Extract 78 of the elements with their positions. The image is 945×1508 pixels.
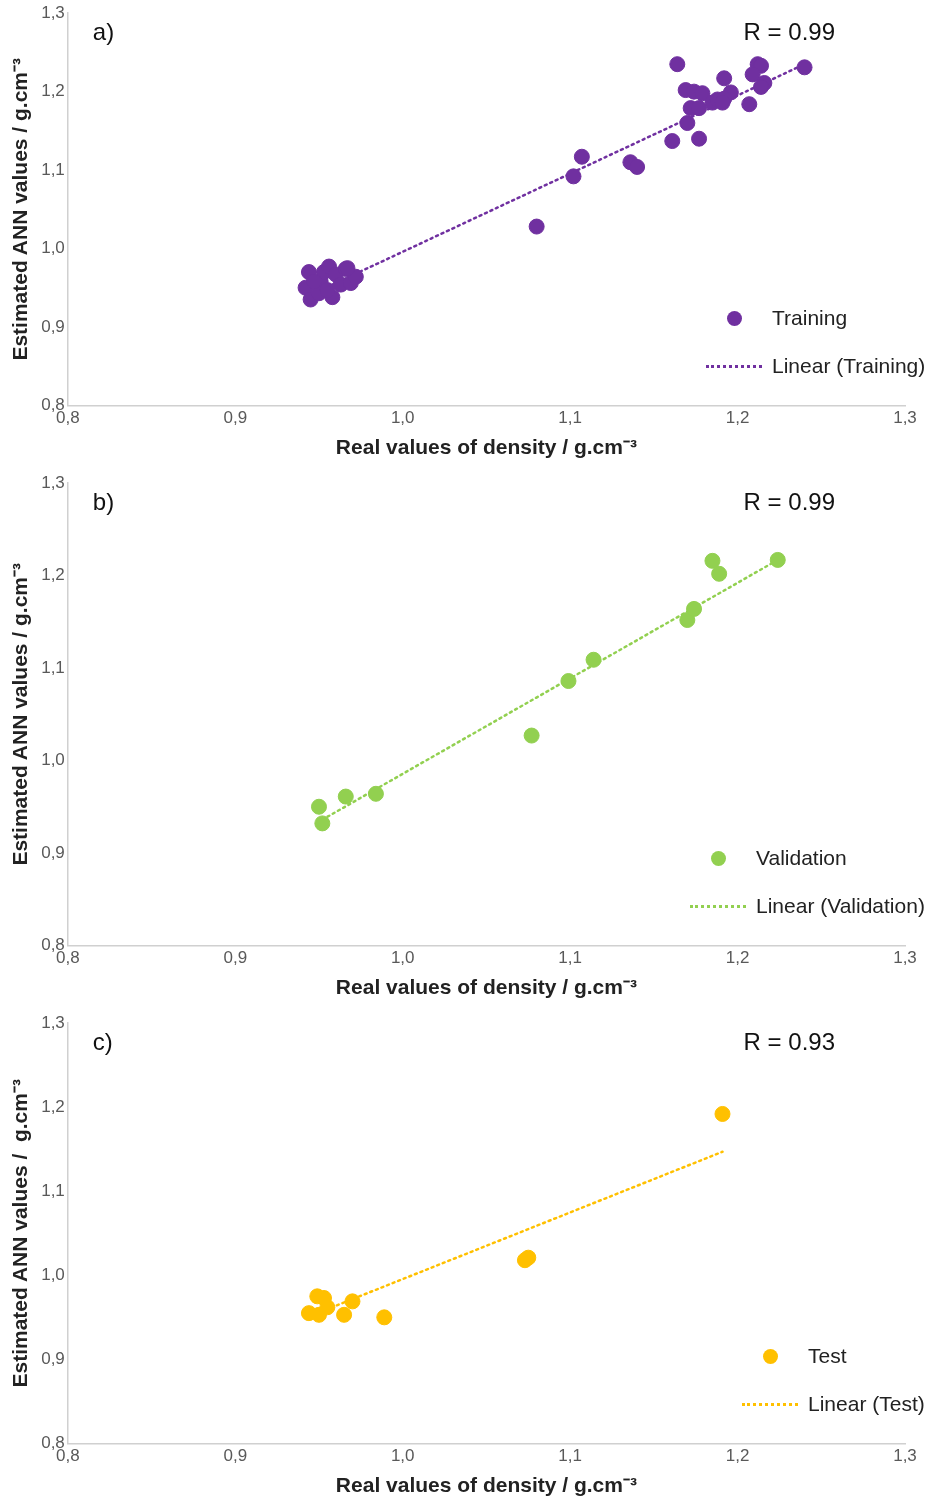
point — [565, 168, 582, 185]
y-tick-label: 1,1 — [41, 1180, 65, 1200]
point — [716, 70, 733, 87]
annotation: R = 0.99 — [743, 17, 835, 45]
x-axis-title: Real values of density / g.cm⁻³ — [335, 975, 637, 999]
y-tick-label: 1,0 — [41, 1265, 65, 1285]
point — [528, 218, 545, 235]
annotation: c) — [92, 1027, 113, 1055]
annotation: R = 0.93 — [743, 1027, 835, 1055]
point — [741, 96, 758, 113]
legend-label: Training — [772, 306, 848, 331]
legend-label: Linear (Training) — [772, 354, 926, 379]
x-axis-title: Real values of density / g.cm⁻³ — [335, 1473, 637, 1497]
x-tick-label: 1,2 — [725, 948, 750, 968]
legend-label: Linear (Test) — [808, 1392, 925, 1417]
y-axis-title: Estimated ANN values / g.cm⁻³ — [8, 562, 32, 866]
x-axis-title: Real values of density / g.cm⁻³ — [335, 435, 637, 459]
x-tick-label: 1,1 — [558, 1446, 582, 1466]
annotation: a) — [92, 17, 115, 45]
point — [669, 56, 686, 73]
x-tick-label: 1,1 — [558, 408, 582, 428]
point — [344, 1293, 361, 1310]
x-tick-label: 0,9 — [223, 948, 248, 968]
point — [376, 1309, 393, 1326]
point — [319, 1299, 336, 1316]
y-tick-label: 0,9 — [41, 316, 65, 336]
x-tick-label: 0,9 — [223, 1446, 248, 1466]
x-tick-label: 0,9 — [223, 408, 248, 428]
legend-label: Test — [808, 1344, 847, 1369]
x-tick-label: 1,1 — [558, 948, 582, 968]
point — [711, 565, 728, 582]
point — [679, 115, 696, 132]
point — [686, 600, 703, 617]
y-tick-label: 1,0 — [41, 750, 65, 770]
y-tick-label: 1,1 — [41, 159, 65, 179]
point — [691, 130, 708, 147]
x-tick-label: 1,3 — [893, 408, 917, 428]
y-tick-label: 1,1 — [41, 657, 65, 677]
point — [704, 552, 721, 569]
y-axis-title: Estimated ANN values / g.cm⁻³ — [8, 1079, 32, 1388]
point — [520, 1249, 537, 1266]
y-tick-label: 1,3 — [41, 2, 65, 22]
point — [573, 148, 590, 165]
y-tick-label: 1,0 — [41, 238, 65, 258]
y-tick-label: 1,2 — [41, 81, 65, 101]
point — [629, 158, 646, 175]
point — [796, 59, 813, 76]
y-tick-label: 1,2 — [41, 1096, 65, 1116]
point — [314, 815, 331, 832]
y-tick-label: 1,2 — [41, 565, 65, 585]
point — [523, 727, 540, 744]
point — [585, 651, 602, 668]
x-tick-label: 1,3 — [893, 948, 917, 968]
x-tick-label: 1,0 — [390, 948, 415, 968]
point — [337, 788, 354, 805]
x-tick-label: 1,0 — [390, 1446, 415, 1466]
annotation: R = 0.99 — [743, 487, 835, 515]
point — [714, 1105, 731, 1122]
point — [310, 798, 327, 815]
y-tick-label: 0,9 — [41, 1349, 65, 1369]
y-tick-label: 1,3 — [41, 472, 65, 492]
legend-label: Linear (Validation) — [756, 894, 925, 919]
x-tick-label: 1,0 — [390, 408, 415, 428]
x-tick-label: 1,2 — [725, 1446, 750, 1466]
annotation: b) — [92, 487, 115, 515]
x-tick-label: 1,3 — [893, 1446, 917, 1466]
point — [744, 66, 761, 83]
point — [560, 673, 577, 690]
y-tick-label: 1,3 — [41, 1012, 65, 1032]
point — [336, 1306, 353, 1323]
y-tick-label: 0,9 — [41, 842, 65, 862]
y-axis-title: Estimated ANN values / g.cm⁻³ — [8, 57, 32, 361]
point — [769, 551, 786, 568]
point — [367, 785, 384, 802]
point — [679, 612, 696, 629]
x-tick-label: 1,2 — [725, 408, 750, 428]
legend-label: Validation — [756, 846, 847, 871]
point — [664, 133, 681, 150]
